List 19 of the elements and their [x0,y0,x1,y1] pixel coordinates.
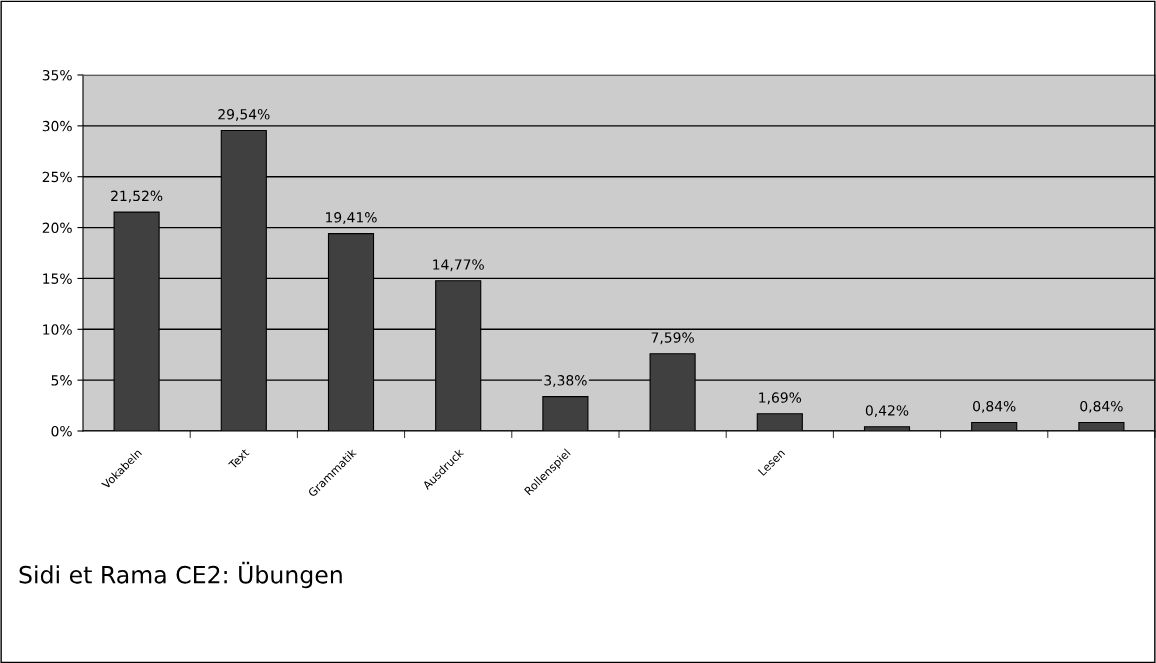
data-label: 29,54% [218,109,270,121]
data-label: 14,77% [433,259,484,272]
y-tick-label: 15% [43,273,72,284]
data-label: 3,38% [544,375,587,388]
data-label: 0,42% [865,405,909,418]
y-tick-label: 0% [51,425,72,437]
data-label: 7,59% [651,332,694,345]
data-label: 0,84% [973,400,1016,413]
y-tick-label: 20% [42,222,72,234]
y-tick-label: 35% [42,69,72,81]
data-label: 1,69% [759,392,802,405]
text: Sidi et Rama CE2: Übungen [19,561,342,589]
y-tick-label: 10% [43,324,72,335]
data-label: 21,52% [111,190,163,203]
data-label: 19,41% [326,212,377,224]
y-tick-label: 5% [51,375,72,386]
y-tick-label: 25% [42,171,72,183]
y-tick-label: 30% [42,120,72,132]
data-label: 0,84% [1080,400,1123,413]
